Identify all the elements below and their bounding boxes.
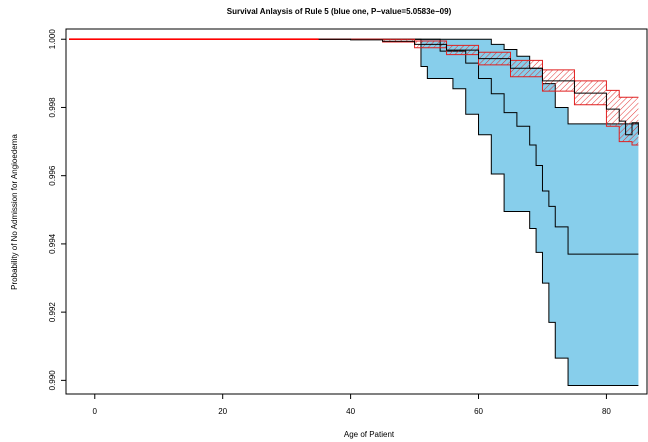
x-tick-label: 0 — [93, 407, 98, 416]
series-0-upper-line — [69, 38, 639, 125]
axes: 0 20 40 60 80 0.990 0.992 0.994 0.996 0.998 1.000 — [48, 28, 648, 416]
plot-frame — [65, 28, 648, 395]
series-1-lower-line — [69, 38, 639, 146]
x-tick-label: 20 — [218, 407, 227, 416]
y-tick-label: 0.992 — [48, 302, 57, 323]
x-axis-label: Age of Patient — [344, 430, 395, 439]
y-tick-label: 0.994 — [48, 233, 57, 254]
x-tick-label: 80 — [602, 407, 611, 416]
chart-title: Survival Anlaysis of Rule 5 (blue one, P… — [227, 7, 452, 16]
series-0-band-fill — [69, 39, 639, 386]
series-0-estimate-line — [69, 38, 639, 255]
y-tick-label: 0.998 — [48, 97, 57, 118]
x-tick-label: 40 — [346, 407, 355, 416]
plot-area — [69, 38, 639, 386]
x-tick-label: 60 — [474, 407, 483, 416]
series-1-estimate-line — [69, 38, 639, 136]
y-tick-label: 0.996 — [48, 165, 57, 186]
y-tick-label: 1.000 — [48, 29, 57, 50]
y-tick-label: 0.990 — [48, 370, 57, 391]
y-axis-label: Probability of No Admission for Angioede… — [10, 134, 19, 290]
series-0-lower-line — [69, 38, 639, 386]
